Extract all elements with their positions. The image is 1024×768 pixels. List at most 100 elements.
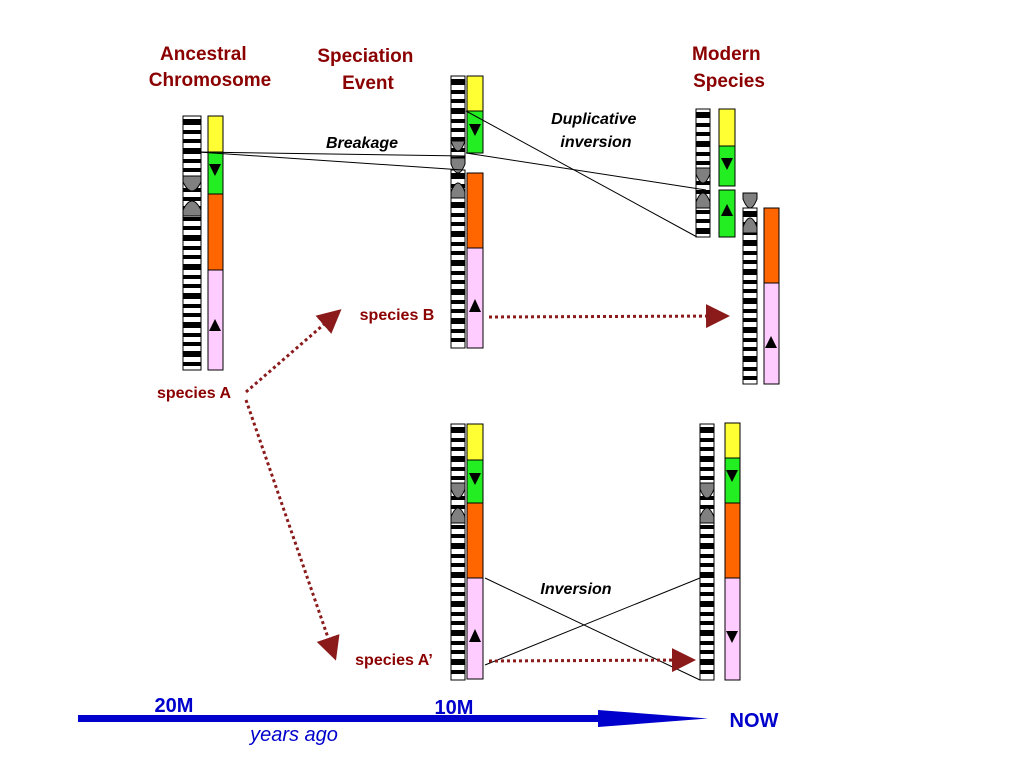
chromosome-band: [743, 318, 757, 322]
chromosome-band: [743, 260, 757, 264]
chromosome-band: [700, 525, 714, 529]
chromosome-band: [183, 119, 201, 125]
segment-yellow: [718, 108, 736, 147]
centromere-top: [742, 192, 758, 209]
chromosome-band: [451, 213, 465, 217]
segment-yellow: [724, 422, 741, 459]
chromosome-band: [183, 226, 201, 230]
chromosomes: [182, 75, 758, 681]
chromosome-band: [451, 300, 465, 304]
timeline-start: 20M: [155, 695, 194, 717]
chromosome-band: [700, 630, 714, 636]
lineage-arrows: [244, 304, 730, 673]
chromosome-band: [743, 367, 757, 371]
label-breakage: Breakage: [326, 135, 398, 152]
triangle-up: [469, 299, 481, 312]
timeline-arrowhead: [598, 710, 708, 727]
header-ancestral: Ancestral Chromosome: [149, 44, 271, 91]
arrow-a-to-b: [245, 309, 342, 394]
chromosome-band: [743, 327, 757, 333]
chromosome-band: [183, 313, 201, 317]
segment-orange: [207, 193, 224, 271]
chromosome-band: [451, 592, 465, 596]
chromosome-band: [451, 427, 465, 433]
segment-orange: [466, 502, 484, 579]
chromosome-band: [696, 161, 710, 165]
arrow-a-prime-to-modern: [488, 648, 696, 673]
segment-orange: [466, 172, 484, 249]
chromosome-band: [451, 650, 465, 654]
triangle-down: [209, 164, 221, 176]
chromosome-band: [451, 525, 465, 529]
chromosome-band: [700, 476, 714, 480]
chromosome-band: [700, 572, 714, 578]
chromosome-band: [700, 650, 714, 654]
chromosome-band: [696, 190, 710, 194]
chromosome-band: [183, 159, 201, 163]
chromosome-band: [451, 231, 465, 237]
chromosome-band: [700, 438, 714, 442]
chromosome-band: [183, 351, 201, 357]
chromosome-band: [183, 217, 201, 221]
segment-pink: [763, 282, 780, 385]
chromosome-band: [451, 119, 465, 123]
label-inversion: Inversion: [540, 581, 611, 598]
chromosome-2: [450, 75, 466, 158]
chromosome-band: [696, 219, 710, 223]
triangle-down: [726, 470, 738, 482]
orientation-triangles: [209, 124, 777, 643]
chromosome-band: [696, 112, 710, 118]
chromosome-band: [700, 554, 714, 558]
triangle-up: [469, 629, 481, 642]
chromosome-band: [743, 269, 757, 275]
chromosome-band: [451, 99, 465, 103]
chromosome-band: [451, 670, 465, 674]
timeline-bar: [78, 715, 610, 722]
centromere-bottom: [742, 217, 758, 234]
chromosome-band: [451, 467, 465, 471]
chromosome-band: [451, 554, 465, 558]
triangle-up: [721, 204, 733, 216]
chromosome-band: [451, 79, 465, 85]
chromosome-band: [700, 447, 714, 451]
chromosome-band: [743, 251, 757, 255]
chromosome-band: [743, 309, 757, 313]
chromosome-band: [696, 132, 710, 136]
chromosome-band: [183, 235, 201, 241]
segment-yellow: [466, 423, 484, 461]
label-species-a-prime: species A’: [355, 652, 433, 669]
chromosome-band: [743, 338, 757, 342]
chromosome-band: [451, 621, 465, 625]
chromosome-band: [451, 251, 465, 255]
chromosome-band: [700, 505, 714, 509]
chromosome-band: [743, 240, 757, 246]
chromosome-band: [183, 342, 201, 346]
centromere-top: [182, 175, 202, 192]
segment-bars: [207, 75, 780, 681]
chromosome-band: [451, 572, 465, 578]
header-modern: Modern Species: [692, 44, 766, 92]
chromosome-band: [451, 271, 465, 275]
chromosome-band: [696, 152, 710, 156]
chromosome-band: [183, 130, 201, 134]
timeline-end: NOW: [730, 710, 779, 732]
chromosome-band: [183, 139, 201, 143]
chromosome-5: [742, 192, 758, 385]
centromere-top: [699, 482, 715, 499]
chromosome-body: [450, 75, 466, 158]
chromosome-band: [700, 467, 714, 471]
timeline-middle: 10M: [435, 697, 474, 719]
chromosome-band: [743, 356, 757, 362]
chromosome-band: [743, 280, 757, 284]
chromosome-band: [743, 298, 757, 304]
chromosome-band: [451, 612, 465, 616]
triangle-down: [469, 473, 481, 485]
centromere-bottom: [450, 507, 466, 524]
chromosome-band: [451, 309, 465, 313]
chromosome-3: [450, 157, 466, 349]
chromosome-band: [700, 583, 714, 587]
chromosome-band: [451, 583, 465, 587]
chromosome-band: [451, 563, 465, 567]
chromosome-band: [451, 338, 465, 342]
